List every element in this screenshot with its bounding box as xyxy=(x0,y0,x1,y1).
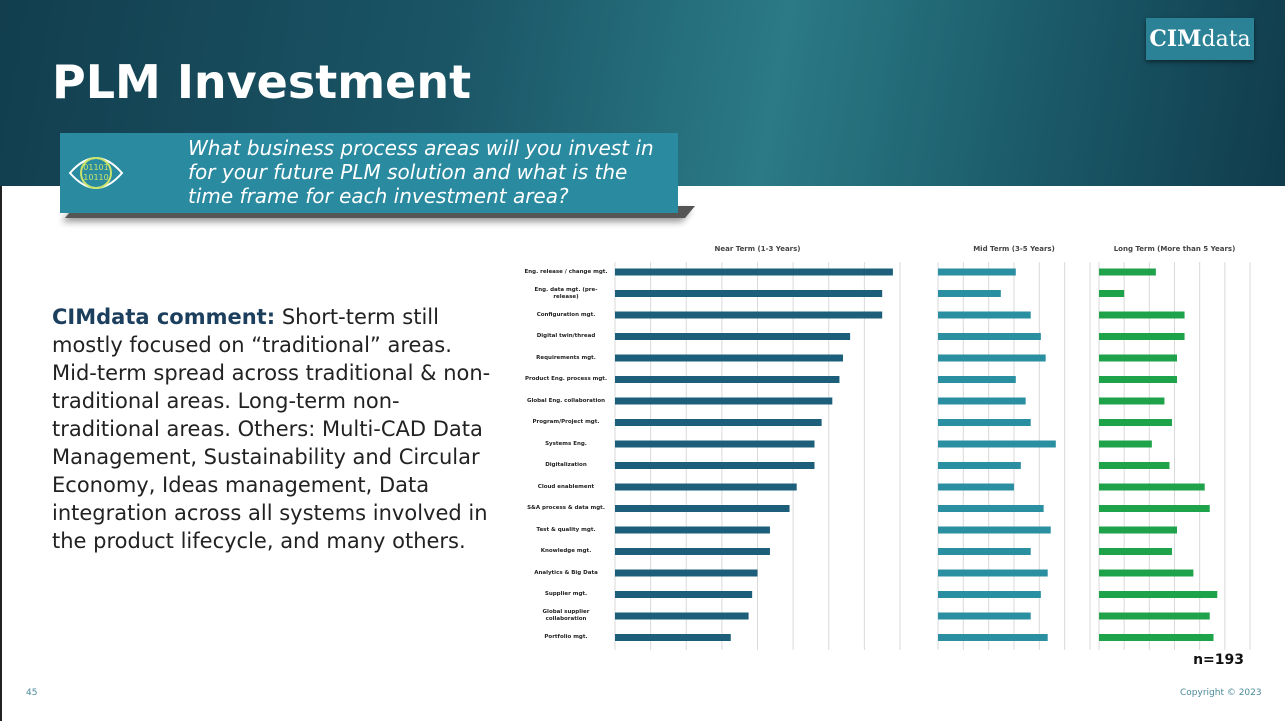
border xyxy=(0,186,2,721)
category-label: Global supplier collaboration xyxy=(542,609,590,622)
category-label: Analytics & Big Data xyxy=(534,569,598,576)
bar xyxy=(938,376,1016,383)
bar xyxy=(938,333,1041,340)
category-label: Configuration mgt. xyxy=(536,311,596,318)
bar xyxy=(1099,548,1172,555)
bar xyxy=(615,634,731,641)
bar xyxy=(615,311,883,319)
bar xyxy=(938,526,1051,534)
bar xyxy=(938,354,1046,362)
bar xyxy=(1099,333,1185,340)
bar xyxy=(615,612,749,620)
category-label: Supplier mgt. xyxy=(544,591,588,597)
category-label: Eng. release / change mgt. xyxy=(524,268,608,275)
category-label: Cloud enablement xyxy=(537,483,595,490)
bar xyxy=(938,548,1031,555)
bar xyxy=(615,462,815,469)
bar xyxy=(615,333,851,340)
category-label: Product Eng. process mgt. xyxy=(524,376,608,382)
category-label: Test & quality mgt. xyxy=(536,526,596,533)
panel-title: Long Term (More than 5 Years) xyxy=(1114,245,1236,253)
question: What business process areas will you inv… xyxy=(188,136,654,208)
sample-size: n=193 xyxy=(1193,652,1244,668)
bar xyxy=(938,397,1026,405)
bar xyxy=(938,569,1048,577)
category-label: Program/Project mgt. xyxy=(532,419,600,425)
copyright: Copyright © 2023 xyxy=(1180,688,1262,698)
icon-text: 10110 xyxy=(83,173,108,182)
bar xyxy=(1099,591,1218,598)
bar xyxy=(938,483,1014,491)
bar xyxy=(615,548,770,555)
bar xyxy=(615,419,822,426)
bar xyxy=(615,483,797,491)
bar xyxy=(615,397,833,405)
category-label: Eng. data mgt. (pre-release) xyxy=(534,286,598,300)
bar xyxy=(938,290,1001,297)
bar xyxy=(1099,268,1156,276)
bar xyxy=(938,462,1021,469)
bar xyxy=(615,268,893,276)
slide-title: PLM Investment xyxy=(52,55,472,109)
bar xyxy=(615,591,753,598)
category-label: Knowledge mgt. xyxy=(540,548,592,554)
bar xyxy=(938,419,1031,426)
bar xyxy=(1099,526,1178,534)
bar xyxy=(938,268,1016,276)
bar xyxy=(615,505,790,512)
category-label: Digitalization xyxy=(545,462,587,468)
bar xyxy=(938,634,1048,641)
bar xyxy=(938,612,1031,620)
bar xyxy=(1099,483,1205,491)
icon-text: 01101 xyxy=(83,163,108,172)
category-label: Systems Eng. xyxy=(545,440,587,447)
bar xyxy=(1099,569,1194,577)
logo-bold: CIM xyxy=(1149,26,1202,52)
bar xyxy=(1099,634,1214,641)
category-label: S&A process & data mgt. xyxy=(527,505,605,511)
bar xyxy=(615,290,883,297)
panel-title: Mid Term (3-5 Years) xyxy=(973,245,1055,253)
bar xyxy=(615,354,843,362)
bar xyxy=(1099,462,1170,469)
bar xyxy=(615,569,758,577)
bar xyxy=(615,376,840,383)
bar xyxy=(1099,376,1178,383)
comment: CIMdata comment: Short-term still mostly… xyxy=(52,303,492,555)
category-label: Digital twin/thread xyxy=(536,333,596,339)
bar xyxy=(615,526,770,534)
eye-icon: 01101 10110 xyxy=(68,157,124,189)
bar xyxy=(1099,397,1165,405)
bar xyxy=(938,591,1041,598)
category-label: Requirements mgt. xyxy=(536,354,596,361)
bar xyxy=(1099,505,1210,512)
page-number: 45 xyxy=(26,688,38,698)
bar xyxy=(1099,354,1178,362)
bar xyxy=(1099,440,1152,448)
logo: CIMdata xyxy=(1146,18,1254,60)
bar xyxy=(938,311,1031,319)
bar xyxy=(1099,612,1210,620)
bar xyxy=(938,505,1044,512)
comment-text: Short-term still mostly focused on “trad… xyxy=(52,305,491,553)
bar xyxy=(1099,290,1125,297)
panel-title: Near Term (1-3 Years) xyxy=(715,245,801,253)
question-box: 01101 10110 What business process areas … xyxy=(60,133,678,213)
category-label: Portfolio mgt. xyxy=(544,634,588,640)
bar xyxy=(615,440,815,448)
comment-lead: CIMdata comment: xyxy=(52,305,276,329)
bar xyxy=(1099,419,1172,426)
bar xyxy=(938,440,1056,448)
logo-rest: data xyxy=(1201,27,1251,52)
bar xyxy=(1099,311,1185,319)
category-label: Global Eng. collaboration xyxy=(526,397,606,404)
